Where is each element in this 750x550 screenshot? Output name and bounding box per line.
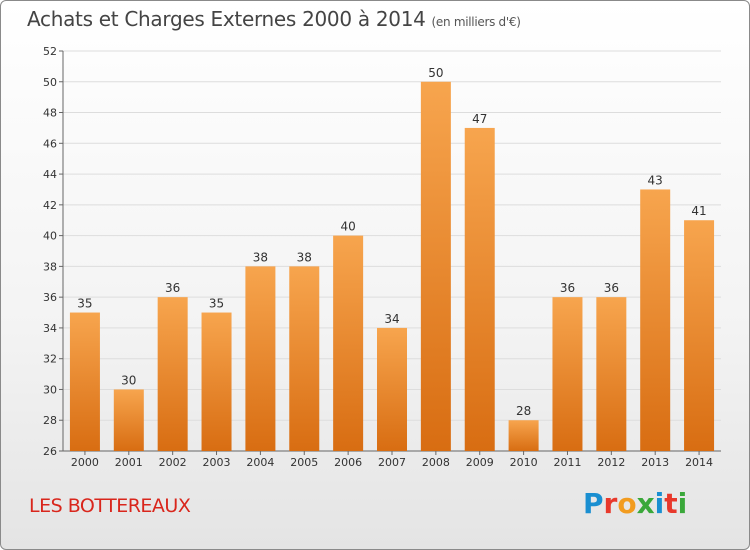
x-tick-label: 2013: [641, 456, 669, 469]
data-label: 30: [121, 373, 136, 387]
data-label: 43: [648, 173, 663, 187]
data-label: 38: [297, 250, 312, 264]
bar-2005: [289, 266, 320, 451]
chart-title: Achats et Charges Externes 2000 à 2014 (e…: [27, 7, 521, 31]
data-label: 36: [560, 281, 575, 295]
bars: [69, 81, 715, 452]
location-name: LES BOTTEREAUX: [29, 495, 191, 517]
x-tick-label: 2011: [553, 456, 581, 469]
labels: 26 28 30 32 34 36 38 40 42 44 46 48 50 52 2000 35 2001 30…: [43, 45, 713, 469]
bar-2010: [508, 420, 539, 451]
bar-2004: [245, 266, 276, 451]
y-tick-label: 44: [43, 168, 57, 181]
logo-letter: t: [664, 487, 678, 520]
x-tick-label: 2005: [290, 456, 318, 469]
x-tick-label: 2014: [685, 456, 713, 469]
logo-letter: i: [677, 487, 688, 520]
bar-2008: [420, 81, 451, 452]
x-tick-label: 2001: [115, 456, 143, 469]
y-tick-label: 28: [43, 414, 57, 427]
y-tick-label: 42: [43, 199, 57, 212]
x-tick-label: 2010: [510, 456, 538, 469]
x-tick-label: 2004: [246, 456, 274, 469]
y-tick-label: 52: [43, 45, 57, 58]
bar-2000: [69, 312, 100, 451]
bar-2011: [552, 297, 583, 451]
bar-2013: [640, 189, 671, 451]
bar-2003: [201, 312, 232, 451]
proxiti-logo[interactable]: Proxiti: [583, 487, 687, 520]
chart-title-text: Achats et Charges Externes 2000 à 2014: [27, 7, 426, 31]
logo-letter: o: [617, 487, 637, 520]
x-tick-label: 2000: [71, 456, 99, 469]
y-tick-label: 40: [43, 230, 57, 243]
y-tick-label: 34: [43, 322, 57, 335]
bar-2014: [684, 220, 715, 451]
y-tick-label: 30: [43, 383, 57, 396]
y-tick-label: 32: [43, 353, 57, 366]
logo-letter: x: [636, 487, 655, 520]
x-tick-label: 2009: [466, 456, 494, 469]
data-label: 41: [691, 204, 706, 218]
y-tick-label: 26: [43, 445, 57, 458]
data-label: 38: [253, 250, 268, 264]
x-tick-label: 2003: [203, 456, 231, 469]
data-label: 35: [209, 297, 224, 311]
data-label: 36: [165, 281, 180, 295]
bar-2009: [464, 127, 495, 451]
chart-subtitle: (en milliers d'€): [431, 15, 521, 29]
x-tick-label: 2002: [159, 456, 187, 469]
x-tick-label: 2007: [378, 456, 406, 469]
x-tick-label: 2012: [597, 456, 625, 469]
logo-letter: r: [603, 487, 618, 520]
y-tick-label: 48: [43, 107, 57, 120]
y-tick-label: 38: [43, 260, 57, 273]
data-label: 35: [77, 297, 92, 311]
x-tick-label: 2008: [422, 456, 450, 469]
data-label: 36: [604, 281, 619, 295]
y-tick-label: 50: [43, 76, 57, 89]
x-tick-label: 2006: [334, 456, 362, 469]
bar-2012: [596, 297, 627, 451]
logo-letter: i: [654, 487, 665, 520]
data-label: 28: [516, 404, 531, 418]
bar-2001: [113, 389, 144, 451]
data-label: 40: [340, 220, 355, 234]
bar-2002: [157, 297, 188, 451]
logo-letter: P: [583, 487, 604, 520]
y-tick-label: 36: [43, 291, 57, 304]
y-tick-label: 46: [43, 137, 57, 150]
data-label: 50: [428, 66, 443, 80]
bar-2006: [333, 235, 364, 451]
data-label: 47: [472, 112, 487, 126]
bar-2007: [377, 327, 407, 451]
data-label: 34: [384, 312, 399, 326]
